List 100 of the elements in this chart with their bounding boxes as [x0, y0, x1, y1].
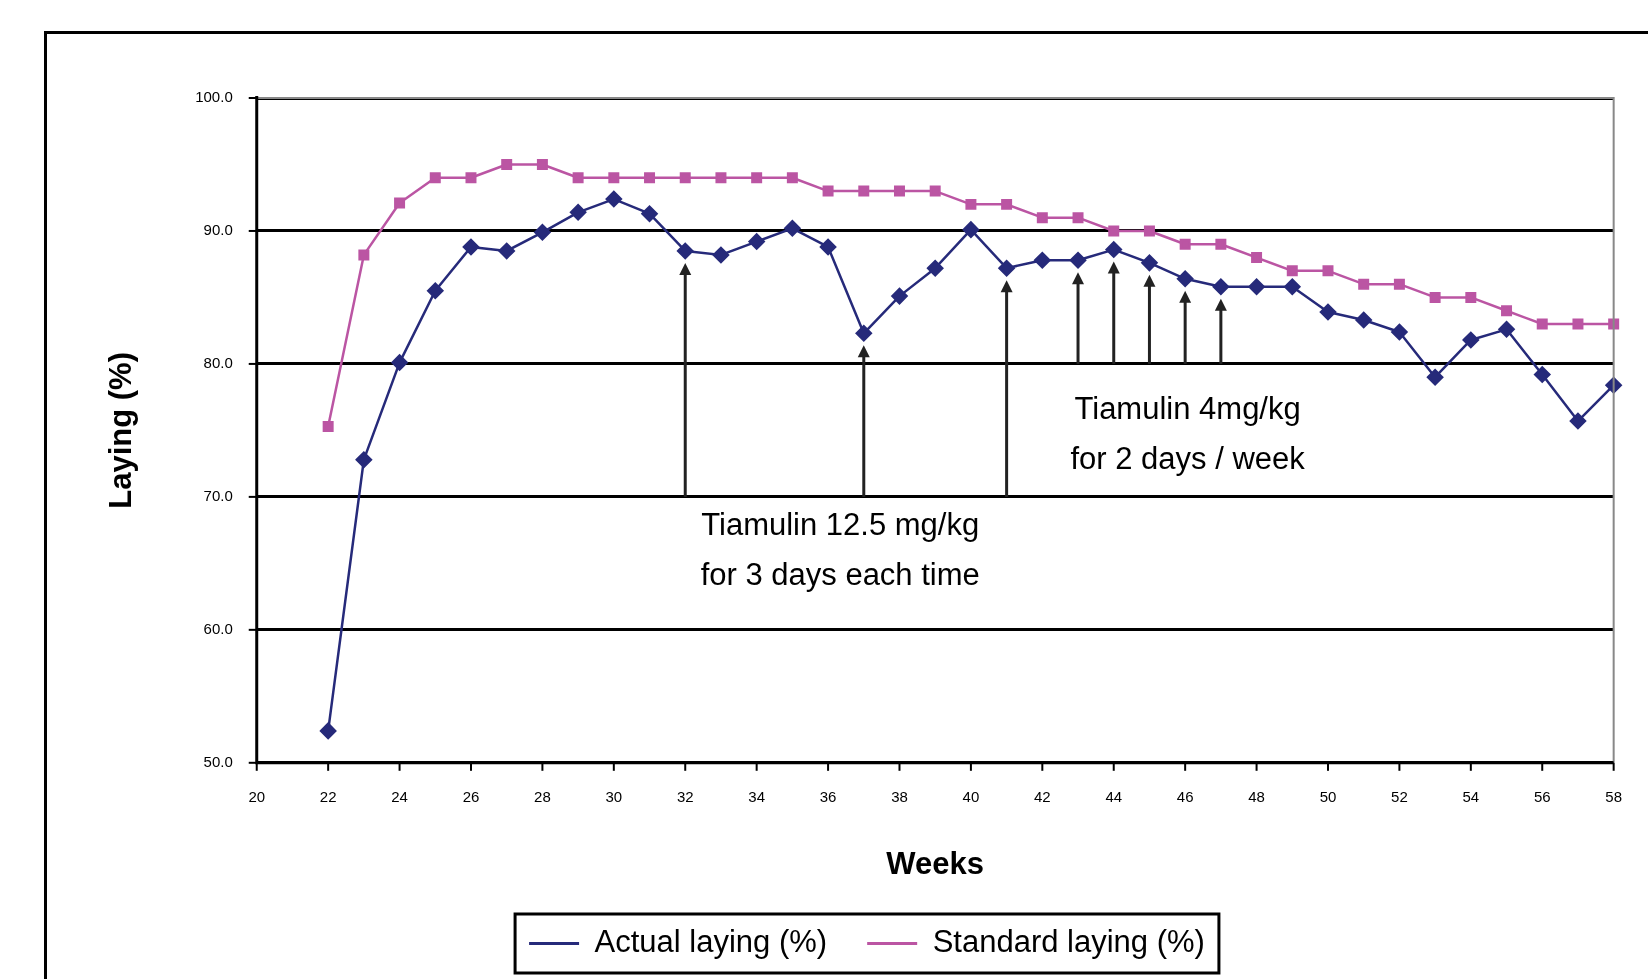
- point: [501, 158, 513, 170]
- point: [712, 246, 730, 264]
- x-tick-label: 38: [891, 787, 908, 805]
- x-tick-label: 22: [319, 787, 337, 805]
- point: [1286, 265, 1298, 277]
- x-tick-label: 52: [1391, 787, 1408, 805]
- point: [679, 172, 691, 184]
- legend-label: Actual laying (%): [594, 924, 828, 960]
- point: [1212, 278, 1230, 296]
- x-tick-label: 48: [1248, 787, 1265, 805]
- point: [1569, 412, 1587, 430]
- y-axis-title: Laying (%): [103, 352, 139, 509]
- point: [391, 354, 408, 371]
- x-tick-label: 36: [819, 787, 837, 805]
- point: [1393, 278, 1405, 290]
- y-tick-label: 70.0: [203, 487, 233, 505]
- point: [1465, 291, 1477, 303]
- point: [1426, 368, 1444, 386]
- point: [1143, 225, 1155, 237]
- point: [1284, 278, 1301, 296]
- point: [1248, 278, 1265, 296]
- point: [1498, 321, 1515, 338]
- point: [676, 242, 694, 260]
- x-tick-label: 58: [1605, 787, 1622, 805]
- point: [1141, 254, 1158, 272]
- y-tick-label: 60.0: [203, 619, 233, 637]
- point: [1319, 303, 1337, 321]
- point: [358, 249, 370, 261]
- point: [1501, 305, 1513, 317]
- point: [929, 185, 941, 197]
- point: [322, 420, 334, 432]
- point: [926, 259, 944, 277]
- point: [1069, 251, 1087, 269]
- legend-label: Standard laying (%): [932, 924, 1205, 960]
- y-tick-label: 50.0: [203, 752, 233, 770]
- x-tick-label: 24: [391, 787, 408, 805]
- point: [855, 325, 873, 342]
- x-tick-label: 44: [1105, 787, 1123, 805]
- point: [819, 238, 837, 256]
- annotation: Tiamulin 4mg/kg for 2 days / week: [1070, 391, 1306, 476]
- point: [1251, 252, 1263, 264]
- point: [429, 172, 441, 184]
- y-tick-label: 90.0: [203, 221, 233, 239]
- x-tick-label: 50: [1319, 787, 1337, 805]
- annotation: Tiamulin 12.5 mg/kg for 3 days each time: [700, 507, 980, 593]
- point: [1572, 318, 1584, 330]
- point: [1391, 323, 1408, 341]
- point: [858, 185, 870, 197]
- x-tick-label: 26: [462, 787, 480, 805]
- point: [748, 233, 765, 250]
- x-tick-label: 40: [962, 787, 980, 805]
- x-tick-label: 34: [748, 787, 765, 805]
- x-tick-label: 46: [1176, 787, 1194, 805]
- point: [462, 238, 480, 256]
- point: [1355, 311, 1372, 329]
- point: [355, 451, 373, 468]
- point: [608, 172, 620, 184]
- x-tick-label: 54: [1462, 787, 1480, 805]
- point: [427, 282, 444, 300]
- point: [1536, 318, 1548, 330]
- point: [894, 185, 905, 197]
- x-tick-label: 42: [1033, 787, 1051, 805]
- x-tick-label: 20: [248, 787, 266, 805]
- point: [644, 172, 656, 184]
- point: [394, 197, 406, 209]
- point: [534, 224, 551, 241]
- point: [1072, 212, 1084, 224]
- point: [1462, 331, 1480, 349]
- point: [1034, 251, 1051, 269]
- point: [891, 287, 908, 305]
- point: [1176, 270, 1194, 288]
- point: [751, 172, 763, 184]
- x-tick-label: 30: [605, 787, 623, 805]
- point: [965, 198, 977, 210]
- point: [498, 242, 515, 260]
- point: [1105, 241, 1122, 258]
- point: [605, 190, 623, 208]
- point: [1322, 265, 1334, 277]
- y-tick-label: 100.0: [195, 88, 233, 106]
- point: [465, 172, 477, 184]
- x-tick-label: 28: [534, 787, 551, 805]
- point: [786, 172, 798, 184]
- point: [998, 259, 1015, 277]
- point: [641, 205, 658, 222]
- point: [715, 172, 727, 184]
- y-tick-label: 80.0: [203, 354, 233, 372]
- point: [572, 172, 584, 184]
- point: [1358, 278, 1370, 290]
- x-tick-label: 32: [676, 787, 694, 805]
- point: [1036, 212, 1048, 224]
- point: [822, 185, 834, 197]
- x-axis-title: Weeks: [886, 845, 985, 881]
- x-tick-label: 56: [1533, 787, 1551, 805]
- point: [536, 158, 548, 170]
- point: [1215, 238, 1227, 250]
- point: [1108, 225, 1120, 237]
- point: [569, 204, 587, 221]
- point: [962, 221, 980, 238]
- point: [784, 220, 801, 237]
- point: [319, 722, 337, 740]
